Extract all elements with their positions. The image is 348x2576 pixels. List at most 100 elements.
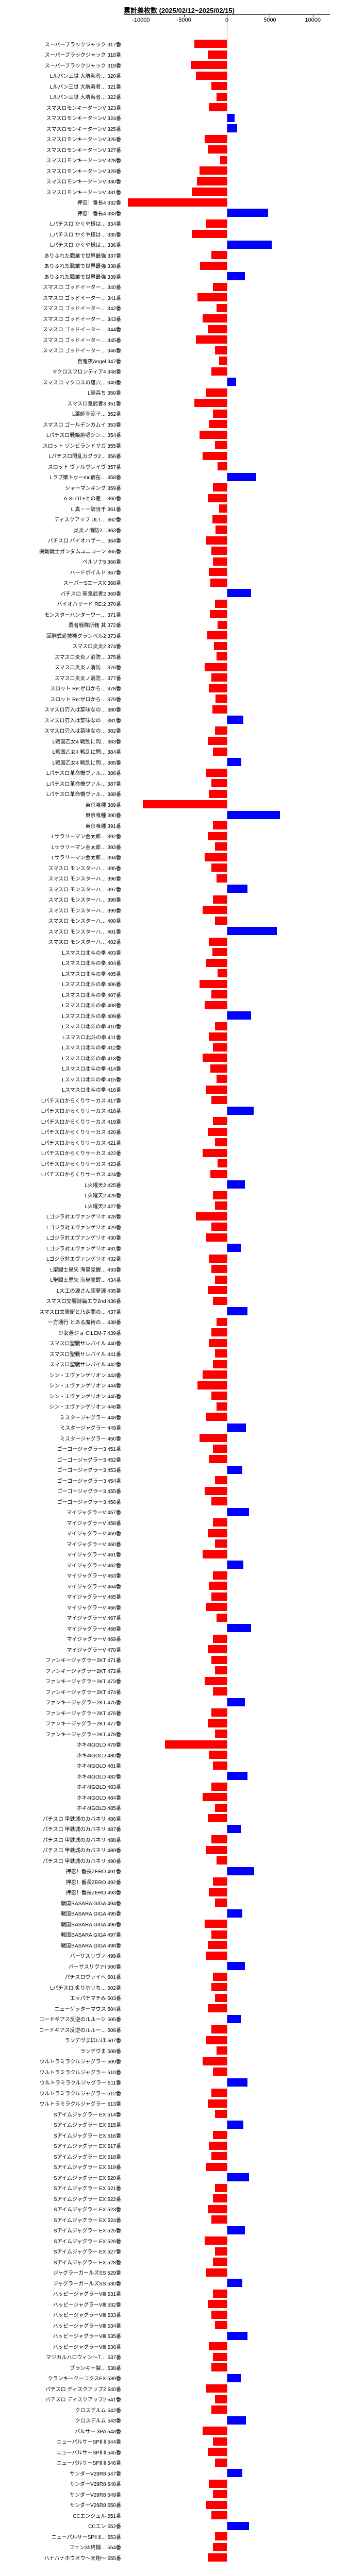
- row-label: スロット ヴァルヴレイヴ 357番: [5, 463, 124, 470]
- chart-row: シン・エヴァンゲリオン 444番: [5, 1380, 348, 1391]
- chart-row: バーサスリヴァ 499番: [5, 1951, 348, 1961]
- bar-area: [124, 2130, 330, 2141]
- bar: [215, 1349, 227, 1358]
- bar: [227, 1909, 242, 1918]
- bar-area: [124, 2394, 330, 2405]
- row-label: 押忍！番長ZERO 493番: [5, 1888, 124, 1896]
- chart-row: L火曜天2 425番: [5, 1179, 348, 1190]
- row-label: スマスロ ゴッドイーター… 343番: [5, 315, 124, 323]
- row-label: スマスロ モンスターハ… 400番: [5, 917, 124, 924]
- chart-row: マイジャグラーV 462番: [5, 1560, 348, 1570]
- row-label: ウルトラミラクルジャグラー 509番: [5, 2057, 124, 2065]
- bar-area: [124, 2077, 330, 2088]
- bar-area: [124, 873, 330, 884]
- bar-area: [124, 1803, 330, 1814]
- chart-row: Lスマスロ北斗の拳 409番: [5, 1010, 348, 1021]
- chart-row: スマスロ炎炎ノ消防… 375番: [5, 651, 348, 662]
- bar-area: [124, 472, 330, 483]
- bar: [215, 2184, 227, 2192]
- row-label: 押忍！番長4 332番: [5, 198, 124, 206]
- bar: [208, 1529, 227, 1537]
- bar: [211, 1096, 227, 1104]
- bar-area: [124, 165, 330, 176]
- row-label: Lパチスロからくりサーカス 423番: [5, 1160, 124, 1167]
- chart-row: Sアイムジャグラー EX 516番: [5, 2130, 348, 2141]
- chart-row: ファンキージャグラー2KT 475番: [5, 1697, 348, 1708]
- bar: [227, 2469, 242, 2477]
- chart-row: ゴーゴージャグラー3 455番: [5, 1486, 348, 1497]
- bar-area: [124, 1792, 330, 1803]
- bar-area: [124, 1782, 330, 1792]
- chart-rows: スーパーブラックジャック 317番スーパーブラックジャック 318番スーパーブラ…: [5, 39, 348, 2563]
- bar-area: [124, 514, 330, 525]
- chart-row: スマスロモンキーターンV 325番: [5, 123, 348, 134]
- bar: [215, 2459, 227, 2467]
- chart-row: スマスロ炎炎ノ消防… 377番: [5, 672, 348, 683]
- row-label: スマスロ ゴッドイーター… 342番: [5, 304, 124, 312]
- bar-area: [124, 113, 330, 124]
- bar-area: [124, 71, 330, 81]
- bar: [217, 2046, 227, 2055]
- row-label: クロスデルム 542番: [5, 2406, 124, 2414]
- chart-row: ゴーゴージャグラー3 452番: [5, 1454, 348, 1465]
- bar: [213, 1360, 227, 1368]
- bar-area: [124, 1454, 330, 1465]
- bar-area: [124, 799, 330, 810]
- chart-row: ニューゲッターマウス 504番: [5, 2003, 348, 2014]
- row-label: スーパーブラックジャック 318番: [5, 50, 124, 58]
- bar-area: [124, 1739, 330, 1750]
- row-label: L火曜天2 427番: [5, 1202, 124, 1210]
- row-label: スマスロ ゴッドイーター… 345番: [5, 336, 124, 344]
- bar: [227, 716, 243, 724]
- chart-row: ハナハナホウオウ〜天翔〜 555番: [5, 2552, 348, 2563]
- row-label: ニューパルサーSPⅡ Ⅱ 544番: [5, 2437, 124, 2445]
- bar: [218, 969, 227, 977]
- bar: [217, 1075, 227, 1083]
- bar-area: [124, 905, 330, 916]
- chart-row: Lパチスロ かぐや様は… 334番: [5, 218, 348, 229]
- bar-area: [124, 1010, 330, 1021]
- bar: [217, 1856, 227, 1865]
- bar-area: [124, 1707, 330, 1718]
- bar-area: [124, 841, 330, 852]
- chart-row: Lパチスロ 炙りホリち… 502番: [5, 1982, 348, 1993]
- chart-row: スマスロ モンスターハ… 397番: [5, 884, 348, 894]
- bar: [196, 72, 227, 80]
- row-label: Lパチスロ閃乱カグラ2… 356番: [5, 452, 124, 460]
- chart-row: スロット Re:ゼロから… 378番: [5, 683, 348, 694]
- bar: [215, 1804, 227, 1812]
- chart-row: スマスロモンキーターンV 330番: [5, 176, 348, 187]
- bar: [227, 1825, 241, 1833]
- bar: [200, 1434, 227, 1442]
- bar: [227, 1962, 245, 1970]
- bar-area: [124, 1771, 330, 1782]
- chart-row: スーパーブラックジャック 319番: [5, 60, 348, 71]
- bar: [203, 1054, 227, 1062]
- chart-row: ハッピージャグラーVⅢ 533番: [5, 2310, 348, 2320]
- chart-row: ペルソナ5 366番: [5, 556, 348, 567]
- row-label: 少女蒼ジョ CILEM-7 439番: [5, 1329, 124, 1336]
- bar: [227, 1561, 243, 1569]
- row-label: ランデヴま 508番: [5, 2047, 124, 2055]
- bar: [192, 230, 227, 238]
- bar: [227, 2173, 249, 2181]
- bar: [208, 2300, 227, 2308]
- bar-area: [124, 2066, 330, 2077]
- bar: [205, 1920, 227, 1928]
- bar: [211, 1328, 227, 1336]
- bar: [209, 1339, 227, 1347]
- bar-area: [124, 1412, 330, 1422]
- bar-area: [124, 1063, 330, 1074]
- chart-row: 勇者戦隊所轄 其 372番: [5, 620, 348, 631]
- row-label: Sアイムジャグラー EX 522番: [5, 2195, 124, 2202]
- row-label: スマスロ マクロスの落穴… 349番: [5, 378, 124, 386]
- bar-area: [124, 2225, 330, 2236]
- bar: [213, 483, 227, 492]
- chart-row: スマスロ刃入は菜味なの… 382番: [5, 725, 348, 736]
- bar: [209, 568, 227, 576]
- row-label: ハッピージャグラーVⅢ 536番: [5, 2343, 124, 2350]
- bar-area: [124, 1211, 330, 1222]
- bar: [206, 769, 227, 777]
- row-label: スマスロ モンスターハ… 399番: [5, 906, 124, 914]
- bar: [206, 2384, 227, 2393]
